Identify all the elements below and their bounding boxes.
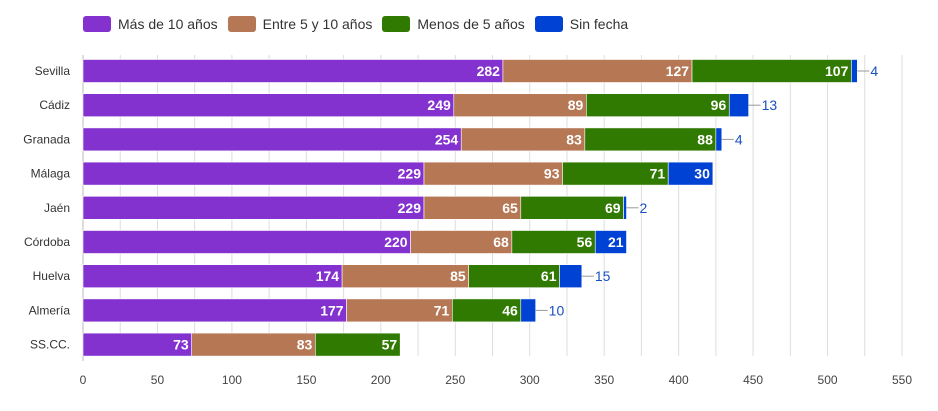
category-label: Huelva xyxy=(33,269,71,283)
x-tick-label: 100 xyxy=(222,373,242,387)
data-label: 21 xyxy=(608,234,624,250)
data-label: 4 xyxy=(870,63,878,79)
bar-segment[interactable] xyxy=(82,230,411,254)
bar-segment[interactable] xyxy=(715,127,723,152)
x-tick-label: 400 xyxy=(669,373,689,387)
x-tick-label: 50 xyxy=(151,373,165,387)
legend-item[interactable]: Más de 10 años xyxy=(83,16,218,32)
data-label: 174 xyxy=(316,268,340,284)
data-label: 46 xyxy=(502,302,518,318)
bar-segment[interactable] xyxy=(584,127,717,152)
data-label: 127 xyxy=(666,63,690,79)
data-label: 220 xyxy=(384,234,408,250)
data-label: 61 xyxy=(541,268,557,284)
data-label: 15 xyxy=(595,268,611,284)
legend-item[interactable]: Menos de 5 años xyxy=(382,16,525,32)
data-label: 83 xyxy=(297,337,313,353)
bar-segment[interactable] xyxy=(520,298,536,323)
legend: Más de 10 años Entre 5 y 10 años Menos de … xyxy=(83,16,628,32)
legend-item[interactable]: Sin fecha xyxy=(534,16,629,32)
category-label: Granada xyxy=(23,132,70,146)
bar-segment[interactable] xyxy=(502,59,693,83)
x-tick-label: 250 xyxy=(445,373,465,387)
bar-segment[interactable] xyxy=(594,230,627,254)
bar-segment[interactable] xyxy=(82,298,347,323)
legend-label: Más de 10 años xyxy=(118,16,218,32)
data-label: 83 xyxy=(566,131,582,147)
legend-swatch xyxy=(83,16,111,32)
data-label: 4 xyxy=(735,131,743,147)
x-tick-label: 200 xyxy=(371,373,391,387)
data-label: 282 xyxy=(477,63,501,79)
data-label: 68 xyxy=(493,234,509,250)
data-label: 107 xyxy=(825,63,849,79)
bar-segment[interactable] xyxy=(623,196,627,220)
legend-swatch xyxy=(534,16,563,32)
data-label: 229 xyxy=(398,166,422,182)
x-tick-label: 450 xyxy=(743,373,763,387)
category-label: Jaén xyxy=(44,201,70,215)
data-label: 229 xyxy=(398,200,422,216)
data-label: 2 xyxy=(640,200,648,216)
category-label: Sevilla xyxy=(35,64,71,78)
legend-item[interactable]: Entre 5 y 10 años xyxy=(227,16,373,32)
legend-swatch xyxy=(382,16,411,32)
x-tick-label: 150 xyxy=(296,373,316,387)
category-label: Almería xyxy=(29,303,71,317)
bar-segment[interactable] xyxy=(82,196,425,220)
data-label: 10 xyxy=(549,302,565,318)
legend-label: Sin fecha xyxy=(569,16,629,32)
data-label: 71 xyxy=(434,302,450,318)
bar-segment[interactable] xyxy=(453,93,587,117)
data-label: 249 xyxy=(427,97,451,113)
legend-label: Entre 5 y 10 años xyxy=(262,16,373,32)
bar-segment[interactable] xyxy=(82,161,425,186)
legend-label: Menos de 5 años xyxy=(417,16,525,32)
data-label: 85 xyxy=(450,268,466,284)
bar-segment[interactable] xyxy=(851,59,858,83)
data-label: 57 xyxy=(382,337,398,353)
data-label: 71 xyxy=(650,166,666,182)
data-label: 73 xyxy=(173,337,189,353)
bar-segment[interactable] xyxy=(559,264,583,289)
category-label: Córdoba xyxy=(24,235,70,249)
legend-swatch xyxy=(227,16,256,32)
data-label: 69 xyxy=(605,200,621,216)
data-label: 93 xyxy=(544,166,560,182)
category-label: SS.CC. xyxy=(30,338,70,352)
bar-segment[interactable] xyxy=(82,93,455,117)
bar-segment[interactable] xyxy=(728,93,749,117)
bar-segment[interactable] xyxy=(423,161,563,186)
x-tick-label: 550 xyxy=(892,373,912,387)
data-label: 96 xyxy=(711,97,727,113)
x-tick-label: 300 xyxy=(520,373,540,387)
bar-segment[interactable] xyxy=(314,332,401,357)
data-label: 13 xyxy=(762,97,778,113)
bar-segment[interactable] xyxy=(82,59,504,83)
data-label: 56 xyxy=(577,234,593,250)
x-tick-label: 350 xyxy=(594,373,614,387)
x-tick-label: 0 xyxy=(80,373,87,387)
x-tick-label: 500 xyxy=(818,373,838,387)
bar-segment[interactable] xyxy=(82,264,343,289)
bar-segment[interactable] xyxy=(586,93,730,117)
data-label: 30 xyxy=(694,166,710,182)
data-label: 254 xyxy=(435,131,459,147)
data-label: 88 xyxy=(697,131,713,147)
category-label: Cádiz xyxy=(39,98,70,112)
category-label: Málaga xyxy=(31,167,71,181)
bar-segment[interactable] xyxy=(667,161,714,186)
bar-segment[interactable] xyxy=(82,127,462,152)
data-label: 65 xyxy=(502,200,518,216)
data-label: 89 xyxy=(568,97,584,113)
data-label: 177 xyxy=(320,302,344,318)
